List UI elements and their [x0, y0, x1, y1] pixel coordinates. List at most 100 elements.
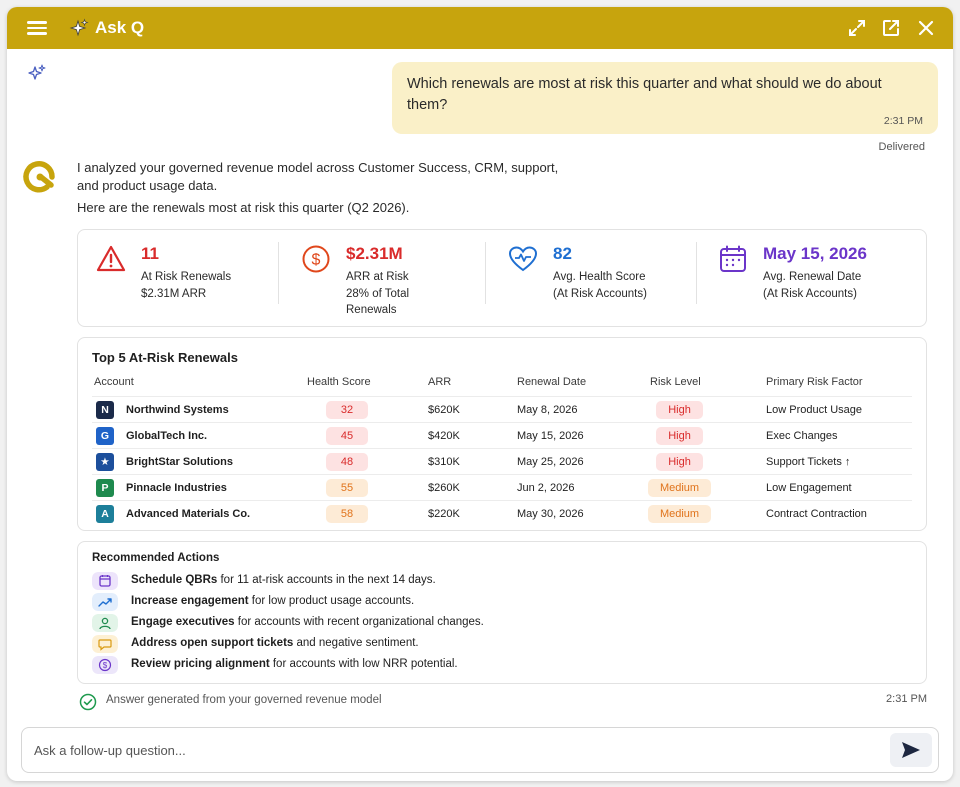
- kpi-avg-health-score: 82 Avg. Health Score (At Risk Accounts): [490, 230, 695, 328]
- expand-icon[interactable]: [847, 18, 867, 38]
- account-name: BrightStar Solutions: [126, 456, 233, 468]
- renewal-date: Jun 2, 2026: [517, 482, 575, 494]
- dollar-icon: $: [302, 245, 330, 273]
- table-row[interactable]: P Pinnacle Industries 55 $260K Jun 2, 20…: [92, 474, 912, 500]
- table-row[interactable]: A Advanced Materials Co. 58 $220K May 30…: [92, 500, 912, 526]
- kpi-divider: [696, 242, 697, 304]
- svg-text:$: $: [103, 661, 108, 670]
- header-title: Ask Q: [95, 18, 145, 37]
- calendar-icon: [92, 572, 118, 590]
- open-external-icon[interactable]: [881, 18, 901, 38]
- renewal-date: May 25, 2026: [517, 456, 584, 468]
- actions-title: Recommended Actions: [92, 552, 220, 564]
- chat-icon: [92, 635, 118, 653]
- health-score-badge: 48: [326, 453, 368, 471]
- kpi-label: ARR at Risk: [346, 271, 409, 283]
- column-header-risk-level: Risk Level: [650, 376, 701, 388]
- action-item: Schedule QBRs for 11 at-risk accounts in…: [92, 572, 892, 593]
- kpi-arr-at-risk: $ $2.31M ARR at Risk 28% of Total Renewa…: [283, 230, 483, 328]
- action-item: Engage executives for accounts with rece…: [92, 614, 892, 635]
- action-text: for 11 at-risk accounts in the next 14 d…: [217, 574, 436, 586]
- account-avatar: N: [96, 401, 114, 419]
- arr-value: $260K: [428, 482, 460, 494]
- account-name: Pinnacle Industries: [126, 482, 227, 494]
- warning-icon: [96, 245, 126, 272]
- kpi-sub: (At Risk Accounts): [553, 288, 647, 300]
- table-row[interactable]: G GlobalTech Inc. 45 $420K May 15, 2026 …: [92, 422, 912, 448]
- risk-factor: Contract Contraction: [766, 508, 867, 520]
- risk-level-badge: High: [656, 427, 703, 445]
- kpi-avg-renewal-date: May 15, 2026 Avg. Renewal Date (At Risk …: [700, 230, 925, 328]
- follow-up-input[interactable]: [34, 738, 854, 762]
- action-text: and negative sentiment.: [293, 637, 419, 649]
- action-item: $ Review pricing alignment for accounts …: [92, 656, 892, 677]
- delivery-status: Delivered: [878, 141, 925, 153]
- kpi-label: Avg. Health Score: [553, 271, 646, 283]
- follow-up-input-box: [21, 727, 939, 773]
- table-row[interactable]: ★ BrightStar Solutions 48 $310K May 25, …: [92, 448, 912, 474]
- action-text: for accounts with recent organizational …: [234, 616, 484, 628]
- account-name: Advanced Materials Co.: [126, 508, 251, 520]
- action-item: Increase engagement for low product usag…: [92, 593, 892, 614]
- svg-text:$: $: [312, 252, 321, 269]
- column-header-health-score: Health Score: [307, 376, 371, 388]
- person-icon: [92, 614, 118, 632]
- trend-up-icon: [92, 593, 118, 611]
- risk-factor: Low Engagement: [766, 482, 852, 494]
- health-score-badge: 58: [326, 505, 368, 523]
- arr-value: $220K: [428, 508, 460, 520]
- action-text: for accounts with low NRR potential.: [269, 658, 458, 670]
- ask-q-window: Ask Q Which renewals are most at risk th…: [7, 7, 953, 781]
- kpi-value: $2.31M: [346, 244, 403, 263]
- header-bar: Ask Q: [7, 7, 953, 49]
- at-risk-renewals-table: Top 5 At-Risk Renewals Account Health Sc…: [77, 337, 927, 531]
- close-icon[interactable]: [916, 18, 936, 38]
- q-logo-icon: [23, 161, 55, 193]
- risk-level-badge: Medium: [648, 479, 711, 497]
- sparkle-icon: [28, 64, 46, 80]
- generated-note: Answer generated from your governed reve…: [79, 693, 579, 711]
- account-avatar: P: [96, 479, 114, 497]
- action-title: Engage executives: [131, 616, 235, 628]
- kpi-value: May 15, 2026: [763, 244, 867, 263]
- menu-icon[interactable]: [27, 18, 49, 38]
- send-icon: [902, 742, 920, 758]
- risk-factor: Exec Changes: [766, 430, 838, 442]
- assistant-intro: I analyzed your governed revenue model a…: [77, 160, 559, 193]
- health-score-badge: 45: [326, 427, 368, 445]
- user-message-bubble: Which renewals are most at risk this qua…: [392, 62, 938, 134]
- table-row[interactable]: N Northwind Systems 32 $620K May 8, 2026…: [92, 396, 912, 422]
- risk-factor: Low Product Usage: [766, 404, 862, 416]
- column-header-account: Account: [94, 376, 134, 388]
- send-button[interactable]: [890, 733, 932, 767]
- assistant-intro-2: Here are the renewals most at risk this …: [77, 200, 410, 215]
- kpi-sub: $2.31M ARR: [141, 288, 207, 300]
- renewal-date: May 30, 2026: [517, 508, 584, 520]
- action-title: Address open support tickets: [131, 637, 294, 649]
- kpi-divider: [485, 242, 486, 304]
- arr-value: $620K: [428, 404, 460, 416]
- account-name: Northwind Systems: [126, 404, 229, 416]
- generated-note-text: Answer generated from your governed reve…: [106, 694, 382, 706]
- kpi-value: 82: [553, 244, 572, 263]
- health-score-badge: 32: [326, 401, 368, 419]
- account-avatar: G: [96, 427, 114, 445]
- account-avatar: ★: [96, 453, 114, 471]
- kpi-summary-card: 11 At Risk Renewals $2.31M ARR $ $2.31M …: [77, 229, 927, 327]
- user-message-time: 2:31 PM: [883, 115, 923, 127]
- action-item: Address open support tickets and negativ…: [92, 635, 892, 656]
- risk-level-badge: Medium: [648, 505, 711, 523]
- renewal-date: May 15, 2026: [517, 430, 584, 442]
- account-avatar: A: [96, 505, 114, 523]
- risk-level-badge: High: [656, 401, 703, 419]
- dollar-icon: $: [92, 656, 118, 674]
- column-header-primary-risk-factor: Primary Risk Factor: [766, 376, 863, 388]
- renewal-date: May 8, 2026: [517, 404, 578, 416]
- calendar-icon: [720, 245, 746, 272]
- arr-value: $310K: [428, 456, 460, 468]
- kpi-label: At Risk Renewals: [141, 271, 232, 283]
- kpi-value: 11: [141, 244, 159, 263]
- kpi-divider: [278, 242, 279, 304]
- kpi-label: Avg. Renewal Date: [763, 271, 862, 283]
- table-title: Top 5 At-Risk Renewals: [92, 350, 238, 365]
